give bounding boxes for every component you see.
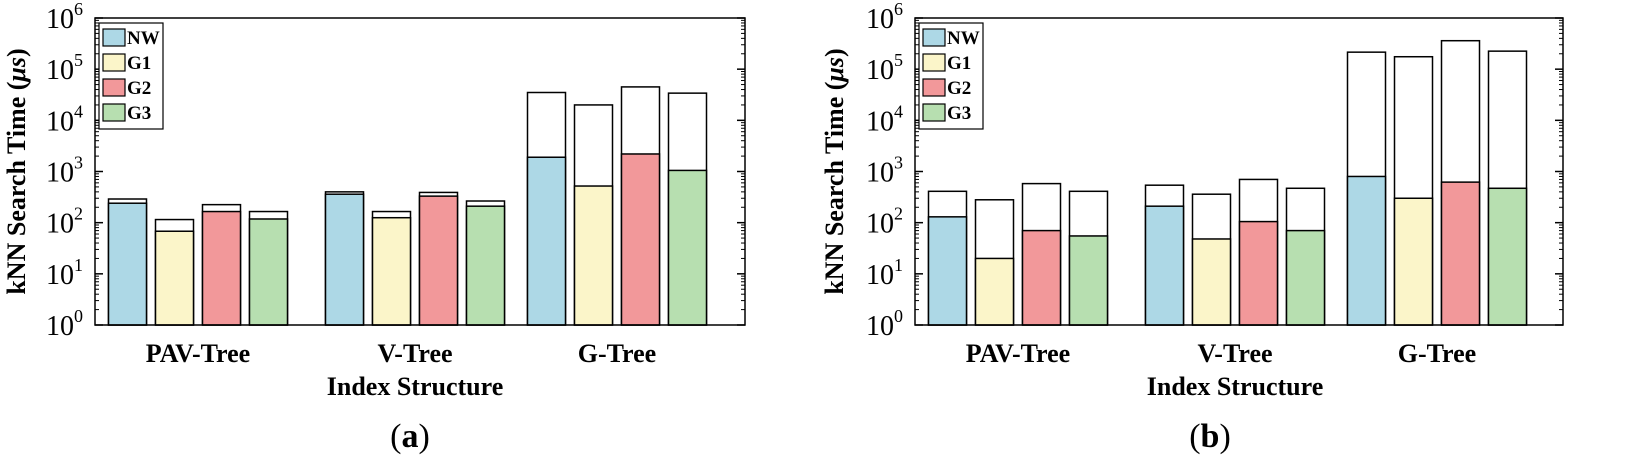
legend-label-G2: G2 bbox=[947, 78, 971, 99]
legend: NW G1 G2 G3 bbox=[918, 22, 984, 130]
bar-value-G1-V-Tree bbox=[371, 216, 412, 326]
y-axis-title: kNN Search Time (μs) bbox=[820, 48, 849, 294]
y-tick-label: 104 bbox=[866, 101, 903, 137]
legend-swatch-G1 bbox=[922, 53, 946, 72]
panel-caption: (b) bbox=[1189, 418, 1231, 455]
legend-swatch-G3 bbox=[922, 103, 946, 122]
chart-panel-a: 100 101 102 103 104 105 106 PAV-Tree V-Tree G-Tre… bbox=[2, 0, 746, 455]
bar-value-G2-G-Tree bbox=[620, 153, 661, 326]
y-tick-label: 100 bbox=[866, 306, 903, 342]
y-tick-label: 106 bbox=[866, 0, 903, 35]
y-axis-title: kNN Search Time (μs) bbox=[2, 48, 31, 294]
bar-value-G1-G-Tree bbox=[573, 185, 614, 326]
legend-swatch-G1 bbox=[102, 53, 126, 72]
x-category-label: PAV-Tree bbox=[146, 339, 250, 368]
legend-label-NW: NW bbox=[947, 28, 980, 49]
y-tick-label: 106 bbox=[46, 0, 83, 35]
bar-value-G2-V-Tree bbox=[1238, 220, 1279, 326]
y-tick-label: 101 bbox=[866, 255, 903, 291]
y-tick-label: 100 bbox=[46, 306, 83, 342]
bar-value-NW-V-Tree bbox=[324, 193, 365, 326]
bar-value-G3-V-Tree bbox=[465, 205, 506, 326]
bar-value-G2-G-Tree bbox=[1440, 181, 1481, 326]
bar-value-NW-V-Tree bbox=[1144, 205, 1185, 326]
legend-label-G3: G3 bbox=[127, 103, 151, 124]
legend-label-G3: G3 bbox=[947, 103, 971, 124]
legend-label-NW: NW bbox=[127, 28, 160, 49]
legend-label-G1: G1 bbox=[947, 53, 971, 74]
y-tick-label: 102 bbox=[866, 204, 903, 240]
bar-value-G3-PAV-Tree bbox=[1068, 235, 1109, 326]
y-tick-label: 103 bbox=[46, 153, 83, 189]
bar-value-G2-V-Tree bbox=[418, 195, 459, 326]
legend: NW G1 G2 G3 bbox=[98, 22, 164, 130]
legend-label-G2: G2 bbox=[127, 78, 151, 99]
bar-value-G2-PAV-Tree bbox=[201, 210, 242, 326]
bar-value-G1-PAV-Tree bbox=[974, 257, 1015, 326]
bar-value-NW-PAV-Tree bbox=[927, 216, 968, 326]
bar-value-NW-G-Tree bbox=[1346, 175, 1387, 326]
bar-value-G3-V-Tree bbox=[1285, 229, 1326, 326]
x-axis-title: Index Structure bbox=[1147, 372, 1323, 401]
y-tick-label: 105 bbox=[46, 50, 83, 86]
x-category-label: V-Tree bbox=[1197, 339, 1272, 368]
bar-value-G3-G-Tree bbox=[1487, 187, 1528, 326]
panel-caption: (a) bbox=[390, 418, 430, 455]
legend-swatch-G2 bbox=[102, 78, 126, 97]
x-category-label: G-Tree bbox=[578, 339, 656, 368]
y-tick-label: 101 bbox=[46, 255, 83, 291]
y-tick-label: 102 bbox=[46, 204, 83, 240]
y-tick-label: 105 bbox=[866, 50, 903, 86]
x-category-label: PAV-Tree bbox=[966, 339, 1070, 368]
bar-value-G3-G-Tree bbox=[667, 169, 708, 326]
y-tick-label: 104 bbox=[46, 101, 83, 137]
bar-value-NW-G-Tree bbox=[526, 156, 567, 326]
x-category-label: V-Tree bbox=[377, 339, 452, 368]
x-category-label: G-Tree bbox=[1398, 339, 1476, 368]
bar-value-G1-V-Tree bbox=[1191, 238, 1232, 326]
y-tick-label: 103 bbox=[866, 153, 903, 189]
bar-value-G3-PAV-Tree bbox=[248, 218, 289, 326]
x-axis-title: Index Structure bbox=[327, 372, 503, 401]
bar-value-G1-PAV-Tree bbox=[154, 230, 195, 326]
legend-swatch-NW bbox=[102, 28, 126, 47]
bar-value-G1-G-Tree bbox=[1393, 197, 1434, 326]
legend-swatch-G2 bbox=[922, 78, 946, 97]
legend-label-G1: G1 bbox=[127, 53, 151, 74]
bar-value-NW-PAV-Tree bbox=[107, 202, 148, 326]
bar-value-G2-PAV-Tree bbox=[1021, 229, 1062, 326]
legend-swatch-NW bbox=[922, 28, 946, 47]
legend-swatch-G3 bbox=[102, 103, 126, 122]
chart-panel-b: 100 101 102 103 104 105 106 PAV-Tree V-Tree G-Tre… bbox=[820, 0, 1564, 455]
